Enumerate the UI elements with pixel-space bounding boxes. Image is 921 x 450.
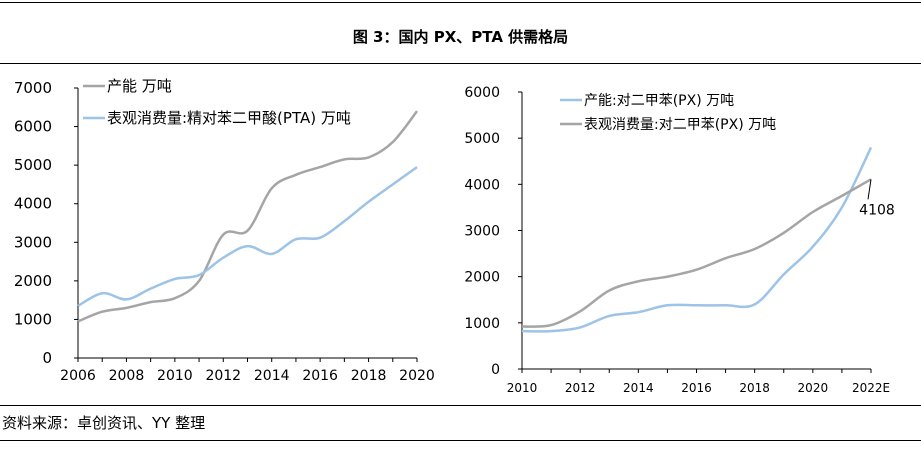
y-tick-label: 6000: [14, 118, 52, 136]
y-tick-label: 2000: [14, 272, 52, 290]
y-tick-label: 4000: [464, 177, 500, 193]
source-note: 资料来源：卓创资讯、YY 整理: [2, 414, 206, 432]
x-tick-label: 2016: [302, 368, 338, 384]
figure-title: 图 3：国内 PX、PTA 供需格局: [352, 28, 569, 46]
x-tick-label: 2010: [157, 368, 193, 384]
x-tick-label: 2014: [254, 368, 290, 384]
x-tick-label: 2020: [399, 368, 435, 384]
series-line-1: [521, 146, 873, 333]
y-tick-label: 5000: [14, 156, 52, 174]
title-rule: [0, 63, 921, 64]
legend-label-2: 表观消费量:对二甲苯(PX) 万吨: [584, 116, 776, 133]
series-line-2: [521, 178, 872, 328]
y-tick-label: 2000: [464, 270, 500, 286]
y-tick-label: 3000: [464, 224, 500, 240]
chart-left: 0 1000 2000 3000 4000 5000 6000 7000 2006 2008 201…: [14, 77, 435, 384]
annotation-leader-1: [867, 179, 872, 200]
y-tick-label: 5000: [464, 131, 500, 147]
series-line-2: [77, 166, 418, 308]
x-tick-label: 2016: [681, 381, 712, 395]
x-tick-label: 2020: [798, 381, 829, 395]
chart-right: 0 1000 2000 3000 4000 5000 6000 2010 2012 2014 201…: [464, 85, 895, 395]
y-tick-label: 3000: [14, 233, 52, 251]
y-tick-label: 7000: [14, 79, 52, 97]
legend-label-1: 产能:对二甲苯(PX) 万吨: [584, 92, 734, 109]
annotation-label-1: 4108: [859, 202, 895, 218]
series-line-1: [77, 110, 418, 323]
legend-label-2: 表观消费量:精对苯二甲酸(PTA) 万吨: [107, 109, 351, 127]
x-tick-label: 2012: [205, 368, 241, 384]
top-rule: [0, 2, 921, 3]
legend-label-1: 产能 万吨: [107, 77, 172, 95]
y-tick-label: 1000: [464, 316, 500, 332]
x-tick-label: 2010: [507, 381, 538, 395]
x-tick-label: 2012: [565, 381, 596, 395]
bottom-rule: [0, 440, 921, 441]
y-tick-label: 0: [491, 362, 500, 378]
y-tick-label: 0: [42, 349, 52, 367]
x-tick-label: 2018: [739, 381, 770, 395]
y-tick-label: 4000: [14, 195, 52, 213]
y-tick-label: 6000: [464, 85, 500, 101]
x-tick-label: 2018: [351, 368, 387, 384]
x-tick-label: 2014: [623, 381, 654, 395]
source-rule-top: [0, 405, 921, 406]
x-tick-label: 2022E: [852, 381, 890, 395]
y-tick-label: 1000: [14, 310, 52, 328]
x-tick-label: 2008: [109, 368, 145, 384]
x-tick-label: 2006: [60, 368, 96, 384]
